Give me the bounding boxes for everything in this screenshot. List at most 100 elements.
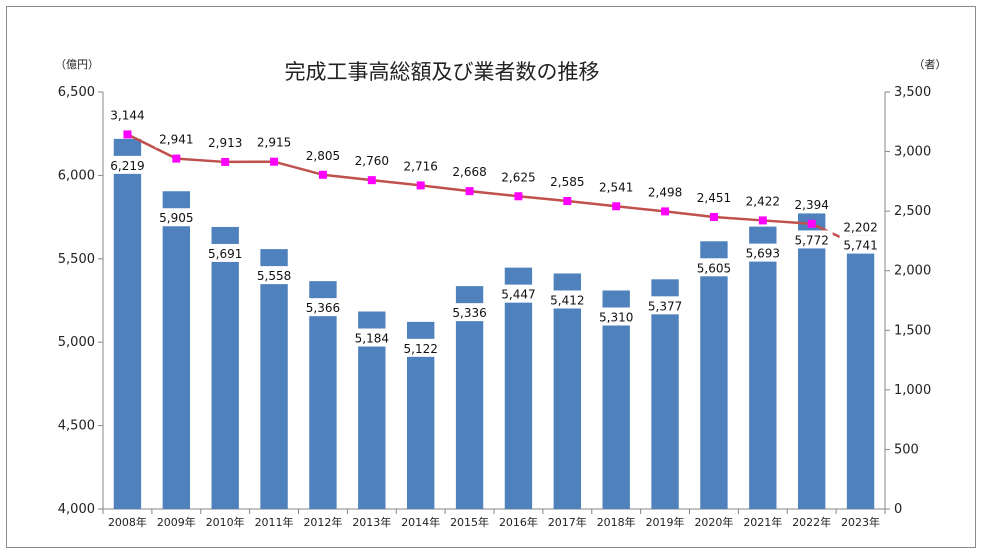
line-marker (465, 187, 474, 196)
right-axis-tick-label: 2,000 (894, 264, 931, 279)
right-axis-tick-label: 1,000 (894, 383, 931, 398)
bar-data-label: 5,377 (648, 299, 682, 313)
line-marker (367, 176, 376, 185)
bar-data-label: 5,605 (697, 261, 731, 275)
bar-label-box (350, 328, 393, 347)
bar-label-box (497, 284, 540, 303)
right-axis-tick-label: 2,500 (894, 204, 931, 219)
bar (260, 249, 288, 509)
line-label-box (497, 167, 540, 186)
line-marker (563, 197, 572, 206)
x-axis-tick-label: 2012年 (303, 515, 342, 529)
x-axis-tick-label: 2019年 (646, 515, 685, 529)
bar-label-box (399, 338, 442, 357)
bar-data-label: 5,336 (452, 306, 486, 320)
bar-data-label: 5,366 (306, 301, 340, 315)
line-data-label: 2,585 (550, 175, 584, 189)
bar-data-label: 5,693 (746, 247, 780, 261)
bar-label-box (253, 266, 296, 285)
line-label-box (546, 172, 589, 191)
line-label-box (644, 182, 687, 201)
x-axis-tick-label: 2022年 (792, 515, 831, 529)
bar-label-box (595, 307, 638, 326)
line-data-label: 2,716 (404, 159, 438, 173)
line-data-label: 2,913 (208, 136, 242, 150)
bar (553, 273, 581, 509)
line-label-box (595, 177, 638, 196)
bar-label-box (546, 290, 589, 309)
left-axis-tick-label: 6,000 (58, 168, 95, 183)
bar-data-label: 5,905 (159, 211, 193, 225)
series-line (126, 133, 862, 248)
line-marker (514, 192, 523, 201)
right-axis-tick-label: 500 (894, 442, 919, 457)
bar-label-box (790, 230, 833, 249)
line-data-label: 2,541 (599, 180, 633, 194)
line-data-label: 2,451 (697, 191, 731, 205)
right-axis-unit: （者） (914, 58, 947, 71)
bar (749, 226, 777, 509)
bar-label-box (301, 298, 344, 317)
left-axis-tick-label: 4,000 (58, 502, 95, 517)
bar (846, 218, 875, 509)
left-axis-tick-label: 6,500 (58, 85, 95, 100)
x-axis-tick-label: 2023年 (841, 515, 880, 529)
line-label-box (106, 105, 149, 124)
bar-data-label: 5,184 (355, 332, 389, 346)
bar-label-box (692, 258, 735, 277)
line-marker (661, 207, 670, 216)
bar-label-box (644, 296, 687, 315)
line-label-box (204, 132, 247, 151)
bar-label-box (839, 235, 882, 254)
bar (309, 281, 337, 509)
bar-data-label: 5,691 (208, 247, 242, 261)
bar (798, 213, 826, 509)
bar (455, 286, 484, 509)
line-marker (221, 157, 230, 166)
line-data-label: 2,805 (306, 149, 340, 163)
x-axis-tick-label: 2009年 (157, 515, 196, 529)
line-marker (270, 157, 279, 166)
line-label-box (301, 145, 344, 164)
line-label-box (399, 156, 442, 175)
x-axis-tick-label: 2013年 (352, 515, 391, 529)
bar-label-box (448, 303, 491, 322)
left-axis-unit: （億円） (55, 58, 99, 71)
bar-data-label: 5,412 (550, 293, 584, 307)
line-data-label: 3,144 (110, 108, 144, 122)
bar (113, 138, 142, 510)
line-marker (612, 202, 621, 211)
line-marker (318, 170, 327, 179)
line-marker (172, 154, 181, 163)
line-data-label: 2,498 (648, 185, 682, 199)
bar-label-box (155, 208, 198, 227)
bar-label-box (741, 243, 784, 262)
chart-title: 完成工事高総額及び業者数の推移 (285, 60, 600, 84)
line-marker (807, 219, 816, 228)
line-data-label: 2,202 (843, 221, 877, 235)
line-data-label: 2,394 (795, 198, 829, 212)
right-axis-tick-label: 3,000 (894, 145, 931, 160)
line-marker (758, 216, 767, 225)
x-axis-tick-label: 2011年 (255, 515, 294, 529)
x-axis-tick-label: 2008年 (108, 515, 147, 529)
x-axis-tick-label: 2018年 (597, 515, 636, 529)
line-data-label: 2,668 (452, 165, 486, 179)
line-data-label: 2,941 (159, 133, 193, 147)
bar-data-label: 5,558 (257, 269, 291, 283)
right-axis-tick-label: 1,500 (894, 323, 931, 338)
line-data-label: 2,422 (746, 194, 780, 208)
bar-label-box (204, 243, 247, 262)
line-data-label: 2,915 (257, 136, 291, 150)
bar (211, 226, 239, 509)
right-axis-tick-label: 3,500 (894, 85, 931, 100)
line-label-box (350, 151, 393, 170)
line-label-box (448, 162, 491, 181)
x-axis-tick-label: 2017年 (548, 515, 587, 529)
line-marker (709, 212, 718, 221)
bar-data-label: 6,219 (110, 159, 144, 173)
plot-area: 4,000 4,500 5,000 5,500 6,000 6,500 0 500 1,000 1… (58, 85, 931, 529)
bar-data-label: 5,310 (599, 310, 633, 324)
line-data-label: 2,625 (501, 170, 535, 184)
chart-frame: 完成工事高総額及び業者数の推移 （億円） （者） 4,000 4,500 5,000… (6, 6, 976, 548)
